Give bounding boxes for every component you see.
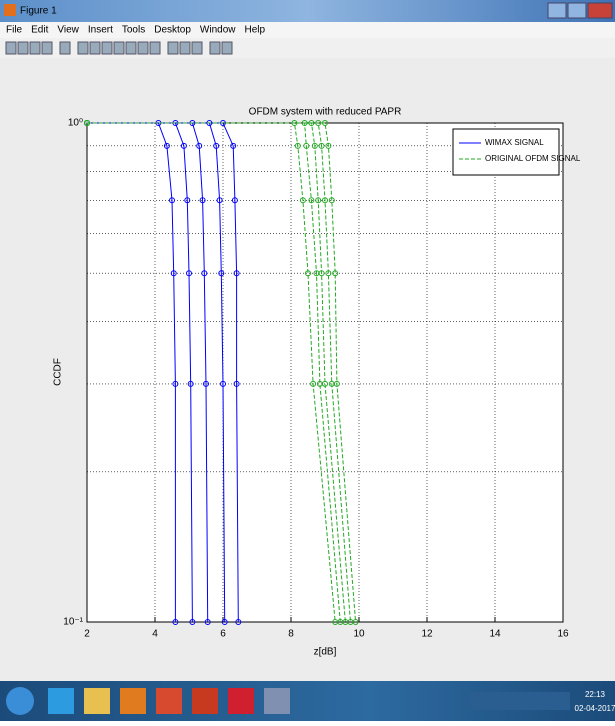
maximize-button[interactable]: [568, 3, 586, 18]
close-button[interactable]: [588, 3, 612, 18]
x-tick-label: 12: [421, 629, 433, 640]
toolbar-button[interactable]: [222, 42, 232, 54]
menu-item[interactable]: Insert: [88, 25, 113, 36]
start-button[interactable]: [6, 687, 34, 715]
y-tick-label: 10⁻¹: [63, 617, 83, 628]
y-tick-label: 10⁰: [68, 118, 83, 129]
app-icon: [4, 4, 16, 16]
toolbar-button[interactable]: [42, 42, 52, 54]
chart-title: OFDM system with reduced PAPR: [249, 107, 402, 118]
chrome-icon[interactable]: [156, 688, 182, 714]
toolbar-button[interactable]: [102, 42, 112, 54]
toolbar-button[interactable]: [180, 42, 190, 54]
system-tray: [470, 692, 570, 710]
toolbar-button[interactable]: [30, 42, 40, 54]
legend-label: ORIGINAL OFDM SIGNAL: [485, 154, 581, 163]
toolbar-button[interactable]: [126, 42, 136, 54]
legend-label: WIMAX SIGNAL: [485, 138, 544, 147]
media-icon[interactable]: [120, 688, 146, 714]
opera-icon[interactable]: [228, 688, 254, 714]
toolbar-button[interactable]: [210, 42, 220, 54]
toolbar-button[interactable]: [114, 42, 124, 54]
menu-item[interactable]: View: [57, 25, 79, 36]
x-tick-label: 8: [288, 629, 294, 640]
legend-box: [453, 129, 559, 175]
toolbar-button[interactable]: [78, 42, 88, 54]
menu-item[interactable]: Window: [200, 25, 236, 36]
toolbar-button[interactable]: [138, 42, 148, 54]
toolbar-button[interactable]: [18, 42, 28, 54]
toolbar-button[interactable]: [150, 42, 160, 54]
x-tick-label: 4: [152, 629, 158, 640]
toolbar-button[interactable]: [192, 42, 202, 54]
minimize-button[interactable]: [548, 3, 566, 18]
y-axis-label: CCDF: [53, 358, 64, 386]
menu-item[interactable]: Edit: [31, 25, 48, 36]
menu-item[interactable]: Help: [245, 25, 266, 36]
explorer-icon[interactable]: [84, 688, 110, 714]
ie-icon[interactable]: [48, 688, 74, 714]
x-tick-label: 6: [220, 629, 226, 640]
word-icon[interactable]: [264, 688, 290, 714]
matlab-icon[interactable]: [192, 688, 218, 714]
clock-date: 02-04-2017: [575, 704, 615, 713]
figure-window: Figure 1 File Edit View Insert Tools Desktop W…: [0, 0, 615, 721]
menu-item[interactable]: File: [6, 25, 23, 36]
title-bar: [0, 0, 615, 22]
window-title: Figure 1: [20, 6, 57, 17]
x-axis-label: z[dB]: [314, 647, 337, 658]
page: Figure 1 File Edit View Insert Tools Desktop W…: [0, 0, 615, 721]
clock-time: 22:13: [585, 690, 606, 699]
toolbar-button[interactable]: [6, 42, 16, 54]
x-tick-label: 16: [557, 629, 569, 640]
x-tick-label: 14: [489, 629, 501, 640]
x-tick-label: 2: [84, 629, 90, 640]
toolbar-button[interactable]: [90, 42, 100, 54]
menu-item[interactable]: Tools: [122, 25, 145, 36]
toolbar-button[interactable]: [60, 42, 70, 54]
x-tick-label: 10: [353, 629, 365, 640]
menu-item[interactable]: Desktop: [154, 25, 191, 36]
toolbar-button[interactable]: [168, 42, 178, 54]
